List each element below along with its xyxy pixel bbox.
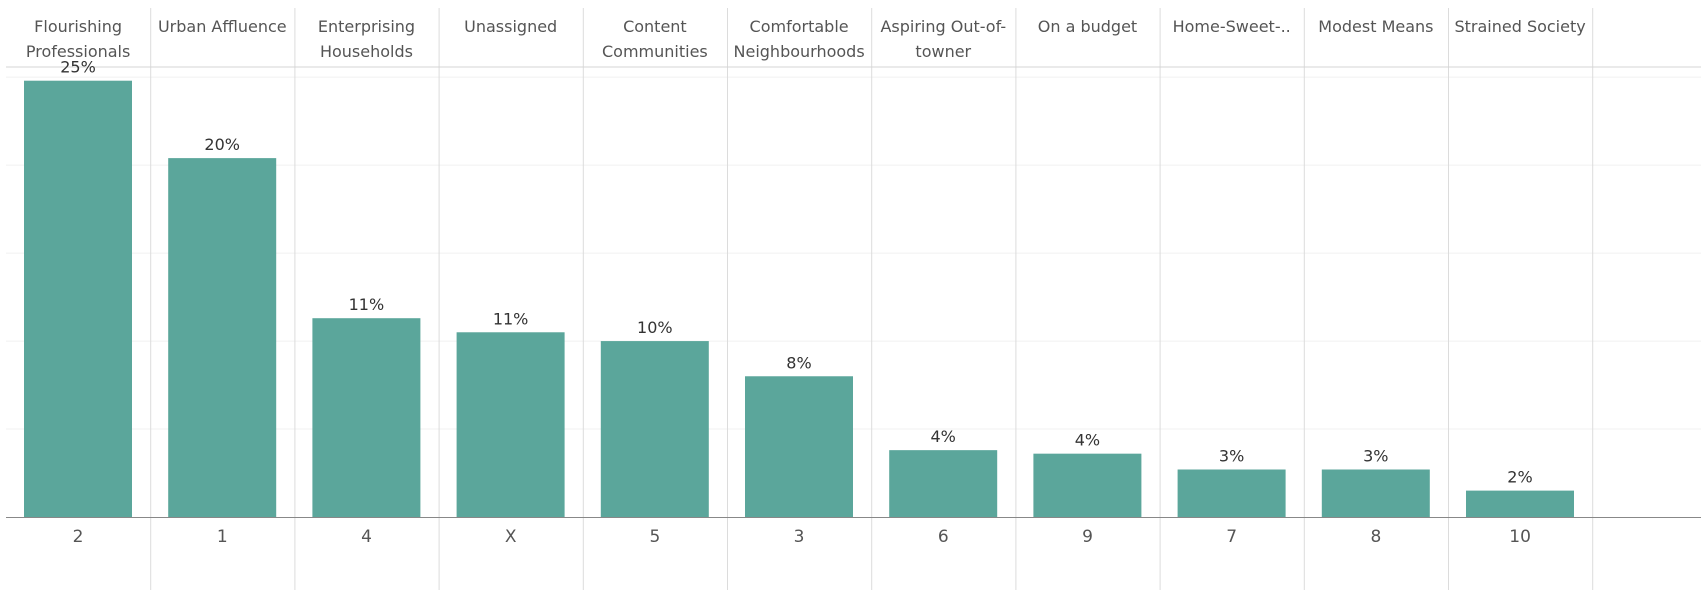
column-header: Aspiring Out-of-towner [880,17,1007,61]
data-label: 3% [1363,447,1388,466]
x-tick-label: 3 [794,527,805,547]
column-header: Content Communities [602,17,708,61]
x-tick-label: 5 [649,527,660,547]
column-header: On a budget [1037,17,1138,36]
column-header: Comfortable Neighbourhoods [733,17,865,61]
column-header: Flourishing Professionals [25,17,131,61]
column-header: Modest Means [1318,17,1434,36]
x-tick-label: 1 [217,527,228,547]
bar [168,158,277,517]
data-label: 3% [1219,447,1244,466]
x-tick-label: 2 [73,527,84,547]
data-label: 8% [786,353,811,372]
column-header: Home-Sweet-.. [1172,17,1291,36]
data-label: 4% [931,427,956,446]
data-label: 10% [637,318,673,337]
column-header: Unassigned [464,17,558,36]
x-tick-label: X [505,527,517,547]
x-tick-label: 8 [1370,527,1381,547]
data-label: 4% [1075,431,1100,450]
x-tick-label: 6 [938,527,949,547]
x-tick-label: 9 [1082,527,1093,547]
bar [1033,453,1142,517]
x-tick-label: 10 [1509,527,1531,547]
data-label: 20% [204,135,240,154]
column-header: Enterprising Households [317,17,416,61]
bar [1321,469,1430,517]
column-header: Strained Society [1454,17,1586,36]
bar [745,376,853,517]
bar [24,80,132,517]
bar [1177,469,1286,517]
bar [312,318,421,517]
data-label: 11% [493,309,529,328]
column-header: Urban Affluence [157,17,287,36]
data-label: 25% [60,58,96,77]
x-tick-label: 7 [1226,527,1237,547]
bar [456,332,565,517]
data-label: 2% [1507,468,1532,487]
data-label: 11% [349,295,385,314]
bar [1466,490,1574,517]
x-tick-label: 4 [361,527,372,547]
bar [600,341,709,517]
bar [889,450,998,517]
